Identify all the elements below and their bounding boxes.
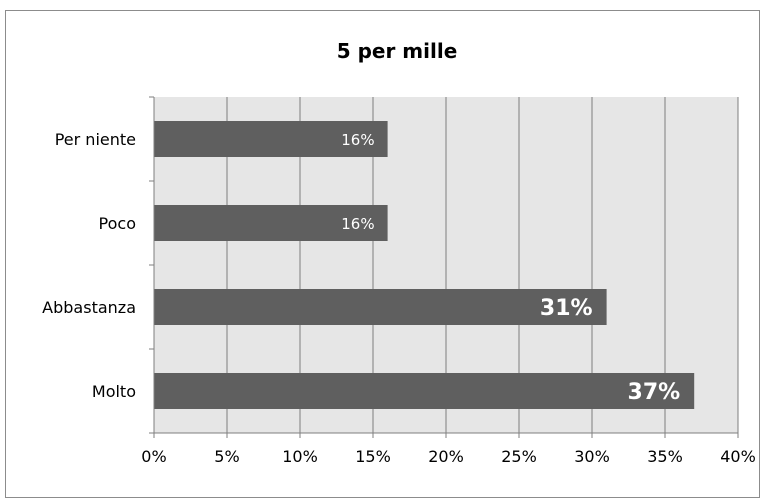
bar (154, 373, 695, 409)
x-tick-label: 30% (574, 447, 610, 466)
category-label: Per niente (55, 130, 136, 149)
x-tick-label: 10% (282, 447, 318, 466)
category-label: Poco (99, 214, 136, 233)
data-label: 31% (540, 296, 593, 321)
x-tick-label: 15% (355, 447, 391, 466)
data-label: 37% (628, 380, 681, 405)
bar (154, 121, 388, 157)
x-tick-label: 40% (720, 447, 756, 466)
bars (154, 121, 695, 409)
x-tick-label: 0% (141, 447, 166, 466)
x-tick-label: 35% (647, 447, 683, 466)
axes (149, 96, 739, 438)
bar (154, 205, 388, 241)
data-labels: 16% 16% 31% 37% (341, 131, 680, 405)
data-label: 16% (341, 215, 374, 233)
chart-title: 5 per mille (337, 39, 458, 63)
bar (154, 289, 607, 325)
data-label: 16% (341, 131, 374, 149)
x-axis-tick-labels: 0% 5% 10% 15% 20% 25% 30% 35% 40% (141, 447, 755, 466)
category-label: Molto (92, 382, 136, 401)
x-tick-label: 25% (501, 447, 537, 466)
x-tick-label: 20% (428, 447, 464, 466)
category-label: Abbastanza (42, 298, 136, 317)
x-tick-label: 5% (214, 447, 239, 466)
y-axis-category-labels: Per niente Poco Abbastanza Molto (42, 130, 136, 401)
